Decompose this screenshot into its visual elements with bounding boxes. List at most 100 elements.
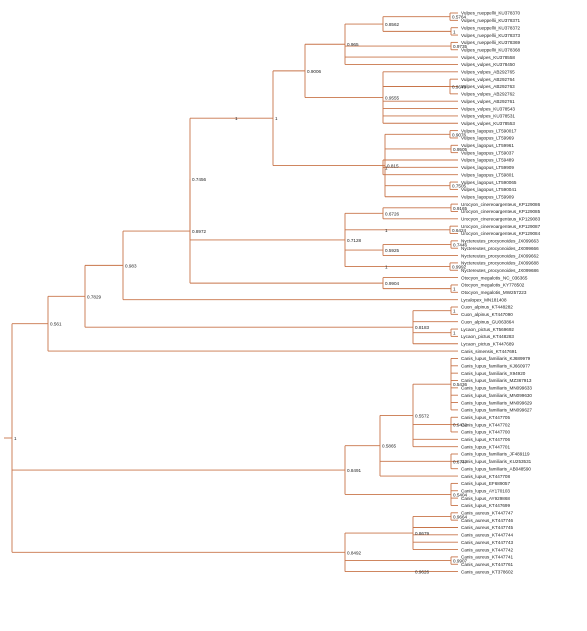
leaf-label: Vulpes_lagopus_LT59909	[461, 194, 514, 199]
support-value: 0.8491	[347, 468, 361, 473]
leaf-label: Urocyon_cinereoargenteus_KP129084	[461, 231, 541, 236]
leaf-label: Vulpes_vulpes_KU378543	[461, 106, 515, 111]
leaf-label: Canis_lupus_KT447701	[461, 444, 510, 449]
support-value: 0.6726	[385, 211, 399, 216]
leaf-label: Vulpes_rueppellii_KU378371	[461, 18, 521, 23]
leaf-label: Vulpes_lagopus_LT59909	[461, 165, 514, 170]
leaf-label: Vulpes_lagopus_LT590041	[461, 187, 517, 192]
leaf-label: Canis_lupus_familiaris_MN099627	[461, 408, 532, 413]
support-value: 0.9505	[453, 147, 467, 152]
leaf-label: Canis_lupus_KT447705	[461, 415, 510, 420]
support-value: 0.9735	[453, 44, 467, 49]
leaf-label: Urocyon_cinereoargenteus_KP129083	[461, 217, 541, 222]
leaf-label: Canis_lupus_AY170103	[461, 488, 510, 493]
support-value: 0.5404	[453, 492, 467, 497]
leaf-label: Canis_aureus_KT447744	[461, 533, 514, 538]
leaf-label: Canis_aureus_KT447745	[461, 525, 514, 530]
support-value: 0.8183	[415, 325, 429, 330]
support-value: 1	[275, 116, 278, 121]
leaf-label: Vulpes_rueppellii_KU378372	[461, 25, 521, 30]
leaf-label: Lycaon_pictus_KT447689	[461, 341, 514, 346]
leaf-label: Vulpes_vulpes_KU378450	[461, 62, 515, 67]
support-value: 1	[453, 309, 456, 314]
leaf-label: Canis_lupus_familiaris_MZ367913	[461, 378, 532, 383]
leaf-label: Canis_simensis_KT447691	[461, 349, 517, 354]
leaf-label: Vulpes_rueppellii_KU378369	[461, 40, 521, 45]
support-value: 0.815	[387, 164, 399, 169]
support-value: 0.7505	[452, 184, 466, 189]
support-value: 1	[453, 287, 456, 292]
support-value: 0.9076	[452, 132, 466, 137]
leaf-label: Lycaon_pictus_KT569692	[461, 327, 514, 332]
support-value: 0.561	[50, 322, 62, 327]
tree-branches	[4, 12, 458, 573]
leaf-label: Canis_lupus_familiaris_KJ689979	[461, 356, 531, 361]
leaf-label: Vulpes_lagopus_LT59489	[461, 158, 514, 163]
leaf-label: Canis_lupus_familiaris_KU253531	[461, 459, 532, 464]
leaf-label: Cuon_alpinus_KT447090	[461, 312, 513, 317]
support-value: 0.8972	[192, 229, 206, 234]
leaf-label: Urocyon_cinereoargenteus_KP129086	[461, 202, 541, 207]
support-value: 1	[14, 436, 17, 441]
leaf-label: Vulpes_vulpes_AB292763	[461, 84, 515, 89]
leaf-label: Nyctereutes_procyonoides_JX099662	[461, 253, 539, 258]
leaf-label: Vulpes_vulpes_KU378531	[461, 114, 515, 119]
leaf-label: Vulpes_vulpes_AB292761	[461, 99, 515, 104]
leaf-label: Nyctereutes_procyonoides_JX099663	[461, 239, 539, 244]
support-value: 0.8492	[347, 550, 361, 555]
leaf-label: Canis_lupus_KT447700	[461, 430, 510, 435]
leaf-label: Vulpes_lagopus_LT59801	[461, 172, 514, 177]
leaf-label: Canis_lupus_familiaris_X94920	[461, 371, 526, 376]
leaf-label: Otocyon_megalotis_NC_036365	[461, 275, 528, 280]
support-value: 1	[235, 116, 238, 121]
leaf-label: Vulpes_lagopus_LT59969	[461, 136, 514, 141]
support-value: 0.5436	[453, 382, 467, 387]
leaf-label: Lycalopex_MN181408	[461, 297, 507, 302]
leaf-label: Canis_aureus_KT447747	[461, 511, 514, 516]
support-value: 0.9006	[307, 69, 321, 74]
leaf-label: Canis_lupus_KT447708	[461, 474, 510, 479]
support-value: 0.5572	[415, 413, 429, 418]
leaf-label: Canis_lupus_familiaris_AB048590	[461, 466, 531, 471]
leaf-label: Vulpes_vulpes_AB292764	[461, 77, 515, 82]
leaf-label: Canis_lupus_familiaris_MN099629	[461, 400, 532, 405]
leaf-label: Canis_lupus_KT447706	[461, 437, 510, 442]
support-value: 0.7829	[87, 294, 101, 299]
leaf-label: Vulpes_rueppellii_KU378368	[461, 47, 521, 52]
leaf-label: Vulpes_vulpes_KU378553	[461, 121, 515, 126]
support-value: 0.9904	[385, 281, 399, 286]
support-value: 0.8562	[385, 22, 399, 27]
support-value: 0.965	[347, 42, 359, 47]
support-value: 0.9664	[453, 514, 467, 519]
support-value: 1	[453, 331, 456, 336]
leaf-labels: Vulpes_rueppellii_KU378370 Vulpes_rueppel…	[461, 11, 541, 575]
leaf-label: Urocyon_cinereoargenteus_KP129087	[461, 224, 541, 229]
leaf-label: Vulpes_lagopus_LT590065	[461, 180, 517, 185]
support-value: 0.9992	[452, 265, 466, 270]
leaf-label: Canis_lupus_KT447702	[461, 422, 510, 427]
support-value: 0.7128	[347, 238, 361, 243]
leaf-label: Vulpes_lagopus_LT59037	[461, 150, 514, 155]
leaf-label: Vulpes_rueppellii_KU378373	[461, 33, 521, 38]
leaf-label: Urocyon_cinereoargenteus_KP129085	[461, 209, 541, 214]
leaf-label: Vulpes_vulpes_KU378558	[461, 55, 515, 60]
leaf-label: Canis_lupus_AY929868	[461, 496, 510, 501]
support-value: 1	[385, 228, 388, 233]
support-value: 0.9432	[453, 423, 467, 428]
leaf-label: Canis_aureus_KT447761	[461, 562, 514, 567]
support-value: 0.9907	[453, 559, 467, 564]
support-value: 0.9165	[453, 206, 467, 211]
support-value: 1	[385, 265, 388, 270]
leaf-label: Vulpes_lagopus_LT59961	[461, 143, 514, 148]
leaf-label: Lycaon_pictus_KT448283	[461, 334, 514, 339]
support-value: 0.5865	[382, 444, 396, 449]
support-value: 0.983	[125, 263, 137, 268]
support-value: 0.6424	[452, 228, 466, 233]
leaf-label: Canis_lupus_familiaris_KJ660977	[461, 364, 531, 369]
support-value: 0.9626	[415, 570, 429, 575]
leaf-label: Canis_lupus_familiaris_MN099630	[461, 393, 532, 398]
support-value: 0.7446	[453, 243, 467, 248]
support-values: 0.5764 1 0.8562 0.9735 0.965 0.9643 0.9555 0.90…	[14, 15, 467, 575]
leaf-label: Cuon_alpinus_GU063864	[461, 319, 514, 324]
